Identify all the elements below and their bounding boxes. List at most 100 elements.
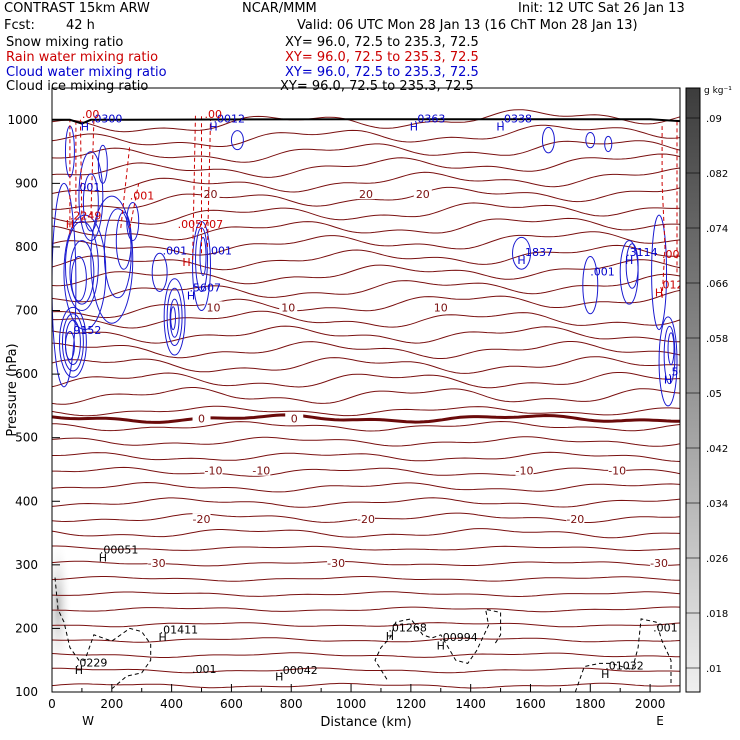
isotherm-line — [52, 289, 680, 319]
isotherm-line — [52, 405, 680, 417]
temp-contour-label--20: -20 — [566, 513, 584, 526]
temp-contour-label-10: 10 — [281, 301, 295, 314]
temp-contour-label--10: -10 — [252, 465, 270, 478]
temp-contour-label-10: 10 — [206, 301, 220, 314]
isotherm-line — [52, 420, 680, 432]
y-tick-label: 700 — [15, 304, 38, 318]
max-value-label: .00051 — [100, 543, 139, 556]
field-xy-snow: XY= 96.0, 72.5 to 235.3, 72.5 — [285, 35, 479, 50]
x-tick-label: 1000 — [336, 697, 367, 711]
isotherm-line — [52, 560, 680, 567]
cloud-water-contour — [58, 306, 87, 378]
max-value-label: .001 — [163, 245, 188, 258]
x-tick-label: 1400 — [455, 697, 486, 711]
temp-contour-label-0: 0 — [198, 413, 205, 426]
contour-label-bg — [204, 464, 223, 476]
max-value-label: .01032 — [605, 660, 644, 673]
isotherm-line — [52, 167, 680, 194]
isotherm-line — [52, 310, 680, 329]
y-tick-label: 800 — [15, 240, 38, 254]
contour-label-bg — [327, 556, 346, 568]
cloud-water-contour — [78, 151, 104, 242]
isotherm-line — [52, 356, 680, 374]
max-value-label: .00 — [82, 108, 100, 121]
x-tick-label: 800 — [280, 697, 303, 711]
isotherm-line — [52, 497, 680, 508]
colorbar — [685, 87, 701, 693]
max-value-label: .00 — [205, 108, 223, 121]
contour-label-bg — [192, 513, 211, 525]
max-value-label: .001 — [208, 245, 233, 258]
colorbar-tick-label: .05 — [706, 389, 722, 400]
cloud-water-contour — [663, 325, 676, 385]
zero-isotherm-line — [52, 413, 680, 424]
field-xy-cloud-water: XY= 96.0, 72.5 to 235.3, 72.5 — [285, 65, 479, 80]
contour-label-bg — [431, 301, 450, 313]
cloud-water-contour — [61, 313, 84, 372]
cloud-water-contour — [52, 182, 77, 388]
y-tick-label: 300 — [15, 558, 38, 572]
cloud-water-contour — [64, 331, 75, 360]
contour-label-bg — [650, 556, 669, 568]
max-value-label: .001 — [130, 189, 155, 202]
colorbar-tick-label: .034 — [706, 499, 728, 510]
cloud-water-contour — [585, 132, 596, 149]
cloud-water-contour — [126, 201, 140, 242]
cloud-water-contour — [163, 278, 186, 356]
x-axis-label: Distance (km) — [320, 715, 411, 730]
temp-contour-label--10: -10 — [205, 465, 223, 478]
x-tick-label: 1200 — [396, 697, 427, 711]
isotherm-line — [52, 186, 680, 210]
colorbar-tick-label: .01 — [706, 664, 722, 675]
high-marker: H — [655, 287, 663, 300]
cloud-water-contour — [651, 214, 668, 331]
cloud-water-contour — [199, 236, 207, 277]
max-value-label: .0124 — [659, 278, 691, 291]
contour-label-bg — [192, 412, 211, 424]
isotherm-line — [52, 466, 680, 477]
high-marker: H — [75, 664, 83, 677]
contour-label-bg — [608, 464, 627, 476]
isotherm-line — [52, 591, 680, 598]
temp-contour-label-20: 20 — [416, 188, 430, 201]
cloud-water-contour — [658, 316, 678, 407]
max-value-label: .001 — [192, 663, 217, 676]
isotherm-line — [52, 109, 680, 133]
isotherm-line — [52, 202, 680, 225]
max-value-label: .2249 — [70, 210, 102, 223]
x-tick-label: 200 — [100, 697, 123, 711]
field-xy-cloud-ice: XY= 96.0, 72.5 to 235.3, 72.5 — [280, 79, 474, 94]
contour-label-bg — [357, 188, 375, 200]
ice-contour-line — [374, 608, 502, 680]
isotherm-line — [52, 325, 680, 344]
isotherm-line — [52, 667, 680, 674]
forecast-label: Fcst: — [4, 18, 35, 33]
high-marker: H — [159, 631, 167, 644]
x-tick-label: 400 — [160, 697, 183, 711]
model-title: CONTRAST 15km ARW — [4, 1, 150, 16]
isotherm-line — [52, 481, 680, 493]
cloud-water-contour — [195, 227, 209, 292]
temp-contour-label--30: -30 — [650, 557, 668, 570]
cloud-water-contour — [512, 236, 531, 270]
high-marker: H — [625, 254, 633, 267]
contour-label-bg — [515, 464, 534, 476]
snow-shading — [52, 536, 72, 677]
cloud-water-contour — [97, 144, 108, 184]
y-tick-label: 900 — [15, 176, 38, 190]
isotherm-line — [52, 622, 680, 628]
y-tick-label: 500 — [15, 431, 38, 445]
field-name-rain: Rain water mixing ratio — [6, 50, 159, 65]
cloud-water-contour — [625, 243, 639, 289]
high-marker: H — [182, 256, 190, 269]
max-value-label: .01411 — [160, 624, 199, 637]
max-value-label: .001 — [590, 266, 615, 279]
colorbar-tick-label: .058 — [706, 334, 728, 345]
max-value-label: .0338 — [501, 112, 532, 125]
temp-contour-label-0: 0 — [291, 413, 298, 426]
temp-contour-label-10: 10 — [434, 301, 448, 314]
high-marker: H — [437, 639, 445, 652]
max-value-label: .3114 — [626, 246, 658, 259]
high-marker: H — [517, 254, 525, 267]
cloud-water-contour — [151, 252, 168, 292]
